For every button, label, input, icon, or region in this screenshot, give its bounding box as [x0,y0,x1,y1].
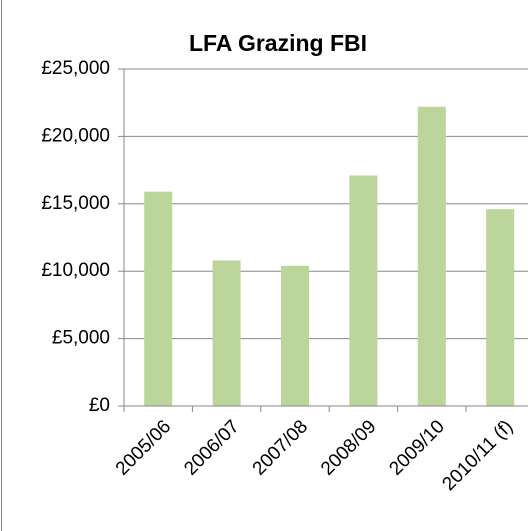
bar [486,209,515,406]
y-tick-label: £25,000 [41,58,110,79]
bar [281,265,309,406]
bar [349,175,378,406]
y-tick-label: £5,000 [52,328,110,349]
y-tick-label: £10,000 [41,260,110,281]
y-tick-label: £15,000 [41,193,110,214]
bar [212,260,241,406]
chart-title: LFA Grazing FBI [189,30,367,56]
y-tick-label: £20,000 [41,125,110,146]
y-tick-label: £0 [89,395,110,416]
bar [144,191,173,406]
bar [417,106,446,406]
